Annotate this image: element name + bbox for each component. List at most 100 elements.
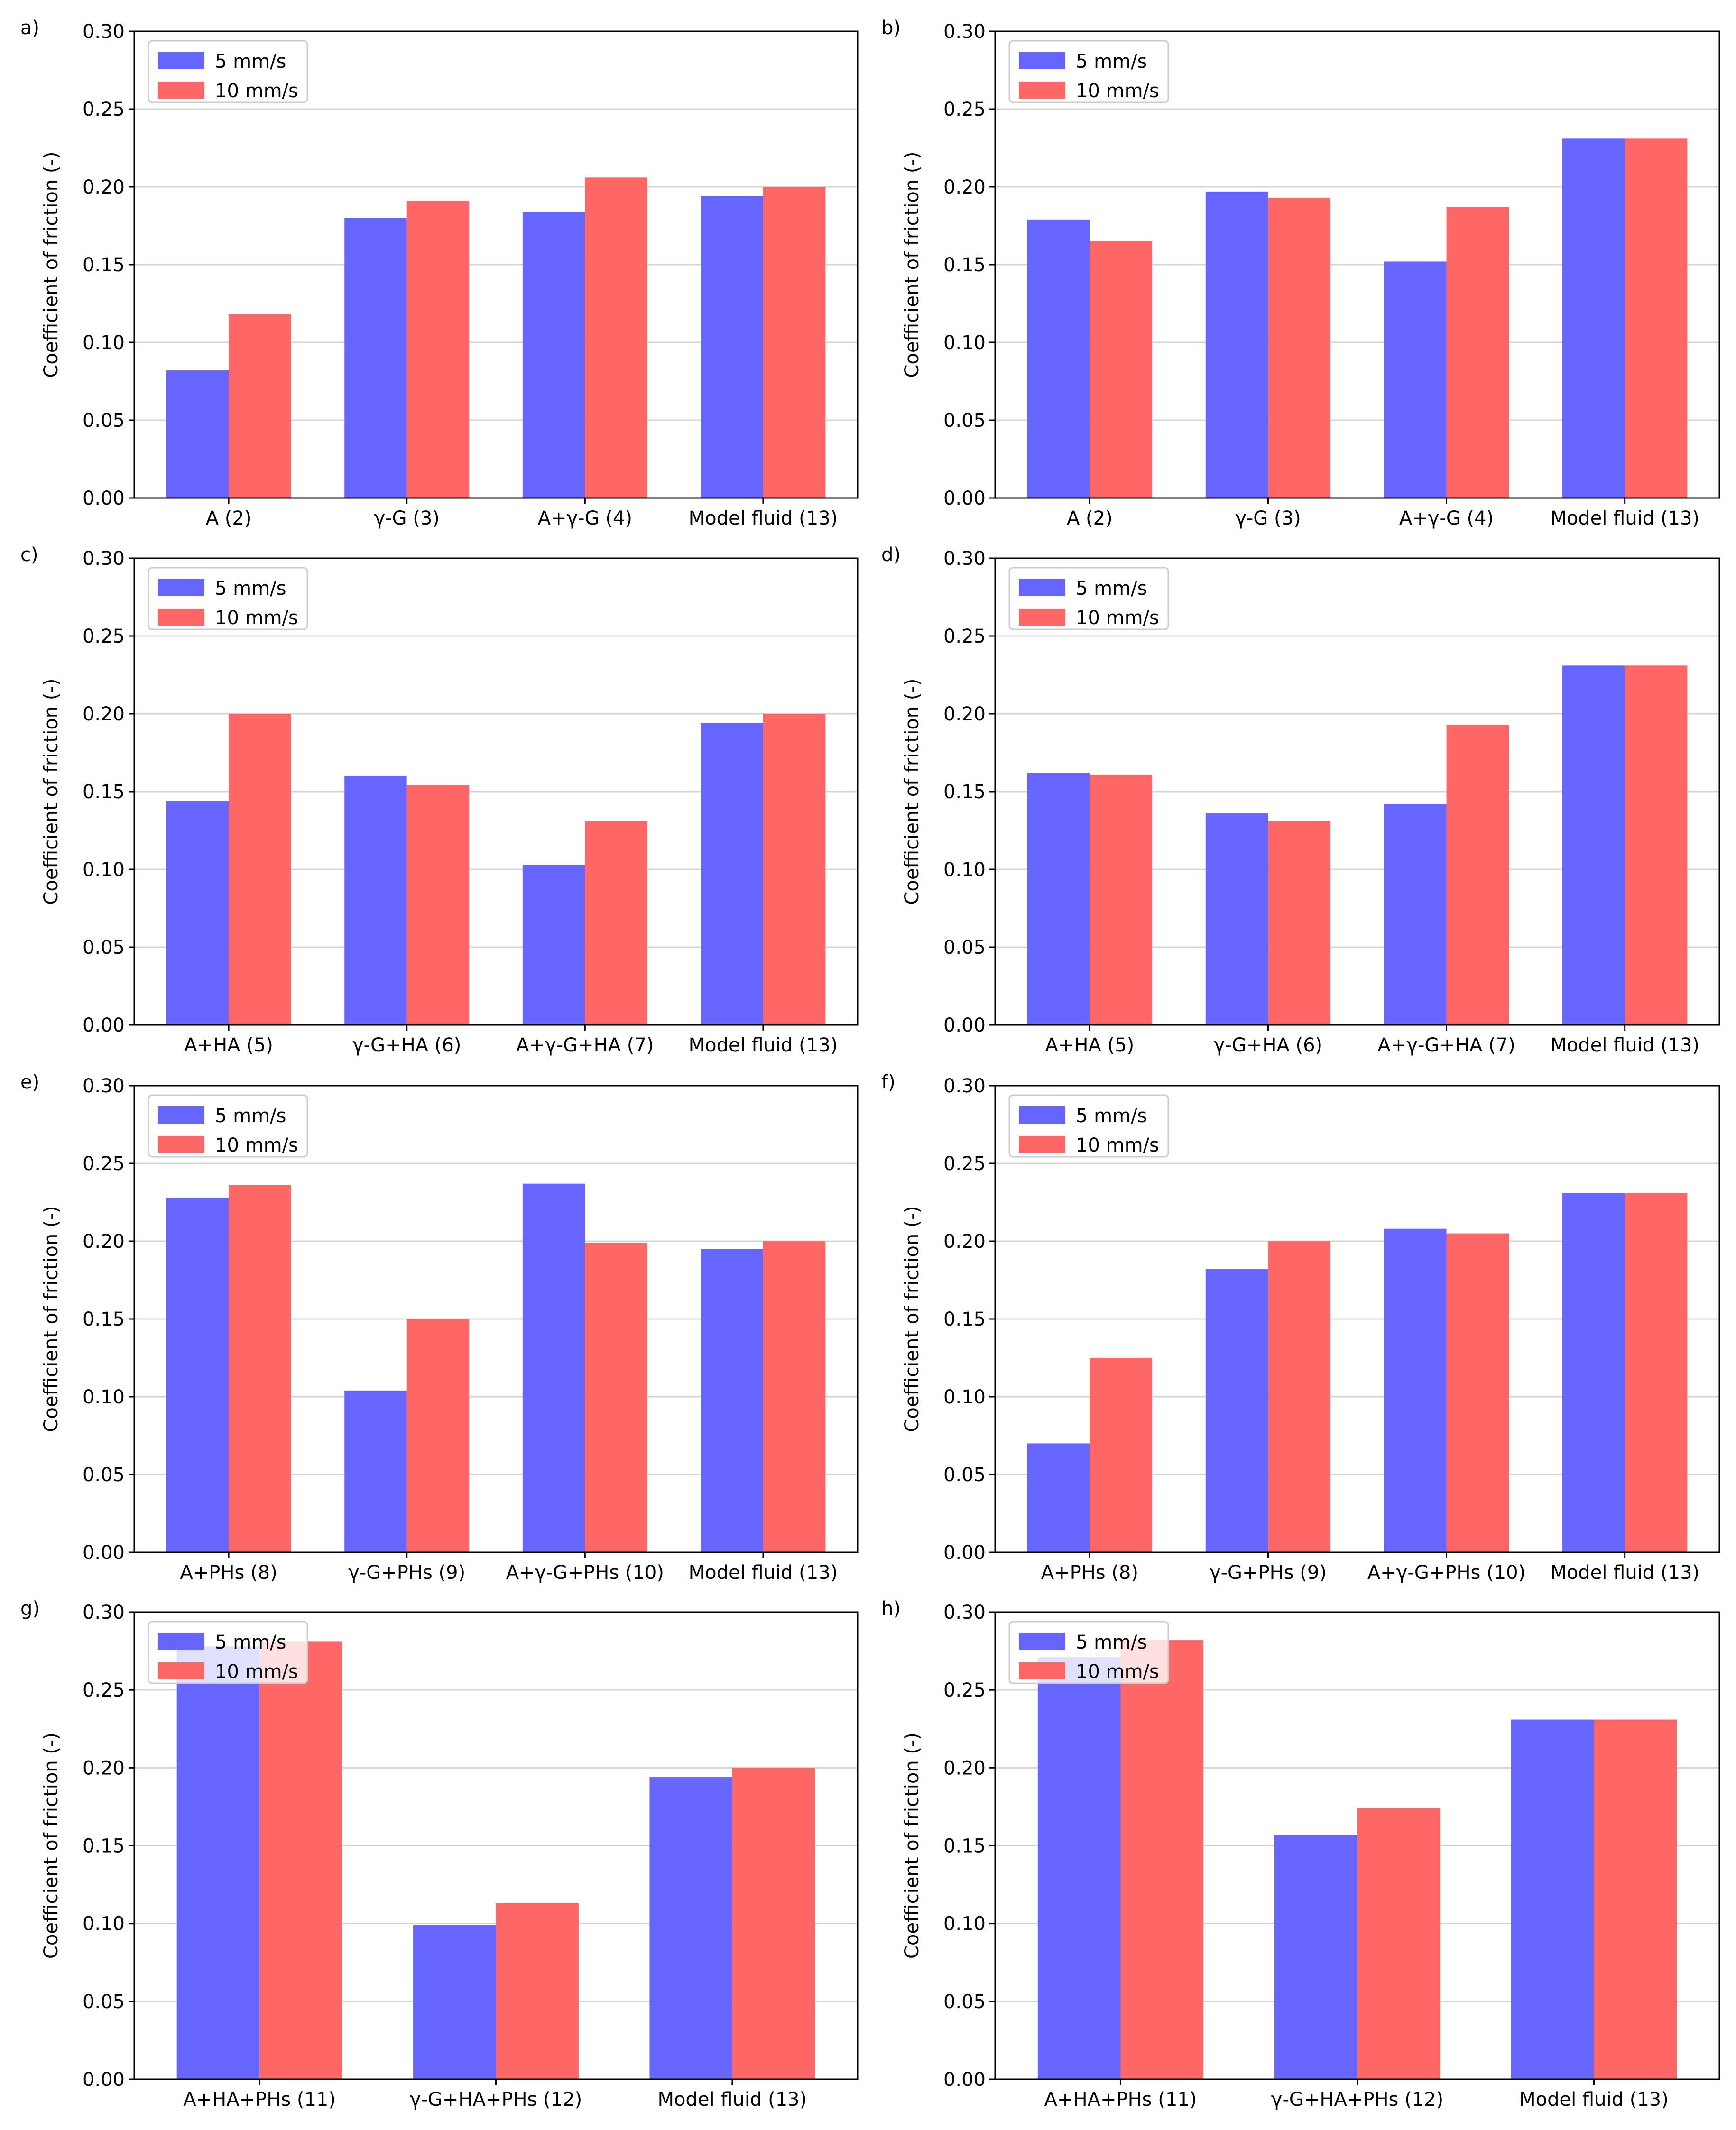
x-tick-label: Model fluid (13) (689, 1034, 838, 1056)
y-tick-label: 0.05 (83, 1464, 125, 1486)
y-tick-label: 0.20 (83, 176, 125, 198)
x-tick-label: Model fluid (13) (1550, 1562, 1699, 1584)
bar (344, 1390, 407, 1552)
chart-panel-a: 0.00 0.05 0.10 0.15 0.20 0.25 0.30 A (2) γ-G (3)… (20, 17, 859, 529)
y-tick-label: 0.05 (943, 1991, 986, 2013)
panel-letter: c) (20, 544, 38, 566)
y-tick-label: 0.15 (83, 254, 125, 276)
x-tick-label: Model fluid (13) (689, 507, 838, 529)
bar (701, 723, 763, 1025)
legend: 5 mm/s 10 mm/s (1008, 1094, 1169, 1158)
y-tick-label: 0.05 (943, 937, 986, 959)
chart-panel-d: 0.00 0.05 0.10 0.15 0.20 0.25 0.30 A+HA (5) γ-G+… (881, 544, 1720, 1056)
y-tick-label: 0.25 (943, 99, 986, 120)
y-axis-label: Coefficient of friction (-) (40, 151, 62, 378)
y-tick-label: 0.30 (83, 21, 125, 43)
bar (1205, 191, 1268, 498)
bar (406, 785, 470, 1025)
legend-label: 5 mm/s (215, 1632, 286, 1653)
bar (1037, 1657, 1121, 2079)
panel-letter: g) (20, 1598, 40, 1620)
y-axis-label: Coefficient of friction (-) (40, 1733, 62, 1959)
x-tick-label: γ-G (3) (1235, 507, 1301, 529)
chart-panel-e: 0.00 0.05 0.10 0.15 0.20 0.25 0.30 A+PHs (8) γ-G… (20, 1071, 859, 1584)
bar (496, 1903, 579, 2079)
y-tick-label: 0.20 (943, 1757, 986, 1779)
legend-label: 5 mm/s (1076, 1632, 1147, 1653)
bar (166, 370, 229, 498)
panel-letter: e) (20, 1071, 39, 1093)
bar (1027, 219, 1090, 498)
y-tick-label: 0.15 (943, 254, 986, 276)
legend-label: 10 mm/s (215, 1134, 298, 1156)
y-tick-label: 0.20 (83, 1231, 125, 1253)
x-tick-label: A (2) (206, 507, 252, 529)
bar (1090, 241, 1152, 498)
y-axis-label: Coefficient of friction (-) (901, 151, 923, 378)
x-tick-label: Model fluid (13) (689, 1562, 838, 1584)
legend-swatch (158, 82, 204, 99)
legend: 5 mm/s 10 mm/s (1008, 40, 1169, 103)
y-tick-label: 0.20 (83, 703, 125, 725)
bar (1384, 1228, 1447, 1552)
x-tick-label: A+γ-G+PHs (10) (506, 1562, 664, 1584)
x-tick-label: Model fluid (13) (1519, 2089, 1669, 2111)
bar (522, 1183, 585, 1552)
bar (229, 1185, 291, 1552)
y-tick-label: 0.10 (943, 332, 986, 354)
panel-letter: f) (881, 1071, 896, 1093)
bar (1274, 1835, 1357, 2079)
legend-swatch (1019, 1633, 1065, 1650)
y-tick-label: 0.25 (83, 1153, 125, 1175)
y-tick-label: 0.30 (943, 1075, 986, 1097)
y-tick-label: 0.30 (83, 1075, 125, 1097)
y-tick-label: 0.00 (943, 488, 986, 509)
y-tick-label: 0.15 (83, 1309, 125, 1330)
x-tick-label: γ-G+HA (6) (352, 1034, 461, 1056)
bar (701, 196, 763, 498)
legend-swatch (1019, 579, 1065, 596)
y-tick-label: 0.30 (943, 1602, 986, 1623)
legend-label: 5 mm/s (215, 1105, 286, 1127)
y-tick-label: 0.15 (943, 1309, 986, 1330)
x-tick-label: A+HA (5) (1045, 1034, 1134, 1056)
y-tick-label: 0.25 (943, 626, 986, 647)
bar (176, 1646, 260, 2079)
bar (763, 714, 826, 1025)
y-tick-label: 0.20 (943, 703, 986, 725)
bar (166, 1198, 229, 1552)
x-tick-label: γ-G+HA+PHs (12) (410, 2089, 582, 2111)
legend-swatch (158, 579, 204, 596)
bar (701, 1249, 763, 1552)
y-tick-label: 0.00 (943, 2069, 986, 2091)
bar (229, 314, 291, 498)
bar (585, 177, 647, 498)
legend-swatch (1019, 52, 1065, 69)
y-tick-label: 0.25 (943, 1679, 986, 1701)
legend: 5 mm/s 10 mm/s (148, 40, 308, 103)
bar (344, 218, 407, 498)
legend-swatch (1019, 1136, 1065, 1153)
y-axis-label: Coefficient of friction (-) (40, 1206, 62, 1432)
x-tick-label: A+γ-G+PHs (10) (1367, 1562, 1525, 1584)
y-tick-label: 0.25 (83, 99, 125, 120)
legend-swatch (158, 1662, 204, 1679)
y-tick-label: 0.00 (83, 488, 125, 509)
panel-letter: b) (881, 17, 901, 39)
bar (1562, 665, 1625, 1025)
y-tick-label: 0.15 (943, 1835, 986, 1857)
bar (1625, 1193, 1688, 1552)
chart-panel-c: 0.00 0.05 0.10 0.15 0.20 0.25 0.30 A+HA (5) γ-G+… (20, 544, 859, 1056)
legend-label: 5 mm/s (215, 578, 286, 599)
y-tick-label: 0.25 (943, 1153, 986, 1175)
bar (1384, 261, 1447, 498)
y-tick-label: 0.10 (83, 332, 125, 354)
x-tick-label: γ-G+HA (6) (1214, 1034, 1322, 1056)
x-tick-label: A (2) (1067, 507, 1113, 529)
bar (1027, 1443, 1090, 1552)
bar (1562, 1193, 1625, 1552)
y-axis-label: Coefficient of friction (-) (901, 678, 923, 904)
bar (1205, 813, 1268, 1025)
bar (413, 1925, 496, 2079)
y-tick-label: 0.15 (83, 781, 125, 803)
